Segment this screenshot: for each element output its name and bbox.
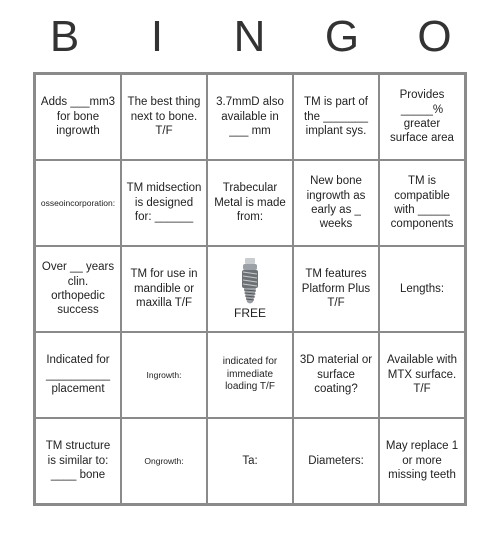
bingo-cell[interactable]: Available with MTX surface. T/F — [379, 332, 465, 418]
bingo-cell[interactable]: TM features Platform Plus T/F — [293, 246, 379, 332]
cell-text: Ongrowth: — [144, 456, 183, 467]
cell-text: TM for use in mandible or maxilla T/F — [126, 267, 202, 310]
bingo-cell[interactable]: TM is part of the _______ implant sys. — [293, 74, 379, 160]
bingo-cell[interactable]: Diameters: — [293, 418, 379, 504]
header-letter-g: G — [313, 12, 373, 62]
bingo-cell[interactable]: Lengths: — [379, 246, 465, 332]
cell-text: 3D material or surface coating? — [298, 353, 374, 396]
bingo-cell[interactable]: Adds ___mm3 for bone ingrowth — [35, 74, 121, 160]
bingo-board: Adds ___mm3 for bone ingrowthThe best th… — [33, 72, 467, 506]
cell-text: Trabecular Metal is made from: — [212, 181, 288, 224]
bingo-cell[interactable]: Provides _____% greater surface area — [379, 74, 465, 160]
bingo-cell[interactable]: Trabecular Metal is made from: — [207, 160, 293, 246]
bingo-cell[interactable]: 3.7mmD also available in ___ mm — [207, 74, 293, 160]
header-letter-o: O — [405, 12, 465, 62]
header-letter-i: I — [128, 12, 188, 62]
header-letter-n: N — [220, 12, 280, 62]
bingo-cell[interactable]: TM for use in mandible or maxilla T/F — [121, 246, 207, 332]
cell-text: 3.7mmD also available in ___ mm — [212, 95, 288, 138]
bingo-cell[interactable]: Ongrowth: — [121, 418, 207, 504]
cell-text: TM features Platform Plus T/F — [298, 267, 374, 310]
cell-text: TM is part of the _______ implant sys. — [298, 95, 374, 138]
bingo-cell[interactable]: indicated for immediate loading T/F — [207, 332, 293, 418]
bingo-cell[interactable]: Indicated for __________ placement — [35, 332, 121, 418]
bingo-cell[interactable]: osseoincorporation: — [35, 160, 121, 246]
bingo-cell[interactable]: May replace 1 or more missing teeth — [379, 418, 465, 504]
cell-text: Available with MTX surface. T/F — [384, 353, 460, 396]
implant-icon — [239, 258, 261, 304]
cell-text: Ta: — [242, 454, 257, 468]
bingo-cell[interactable]: TM structure is similar to: ____ bone — [35, 418, 121, 504]
bingo-cell[interactable]: Ingrowth: — [121, 332, 207, 418]
cell-text: osseoincorporation: — [41, 198, 115, 209]
cell-text: Lengths: — [400, 282, 444, 296]
header-letter-b: B — [35, 12, 95, 62]
free-space-cell[interactable]: FREE — [207, 246, 293, 332]
cell-text: Diameters: — [308, 454, 364, 468]
bingo-header: B I N G O — [35, 0, 465, 72]
bingo-cell[interactable]: The best thing next to bone. T/F — [121, 74, 207, 160]
bingo-cell[interactable]: Over __ years clin. orthopedic success — [35, 246, 121, 332]
bingo-cell[interactable]: Ta: — [207, 418, 293, 504]
cell-text: Over __ years clin. orthopedic success — [40, 260, 116, 318]
bingo-cell[interactable]: TM midsection is designed for: ______ — [121, 160, 207, 246]
cell-text: TM midsection is designed for: ______ — [126, 181, 202, 224]
free-label: FREE — [234, 306, 266, 321]
bingo-cell[interactable]: New bone ingrowth as early as _ weeks — [293, 160, 379, 246]
cell-text: The best thing next to bone. T/F — [126, 95, 202, 138]
cell-text: Provides _____% greater surface area — [384, 88, 460, 146]
cell-text: Indicated for __________ placement — [40, 353, 116, 396]
cell-text: indicated for immediate loading T/F — [212, 356, 288, 394]
cell-text: TM structure is similar to: ____ bone — [40, 439, 116, 482]
bingo-cell[interactable]: TM is compatible with _____ components — [379, 160, 465, 246]
cell-text: May replace 1 or more missing teeth — [384, 439, 460, 482]
cell-text: Adds ___mm3 for bone ingrowth — [40, 95, 116, 138]
cell-text: Ingrowth: — [147, 370, 182, 381]
bingo-cell[interactable]: 3D material or surface coating? — [293, 332, 379, 418]
cell-text: New bone ingrowth as early as _ weeks — [298, 174, 374, 232]
cell-text: TM is compatible with _____ components — [384, 174, 460, 232]
